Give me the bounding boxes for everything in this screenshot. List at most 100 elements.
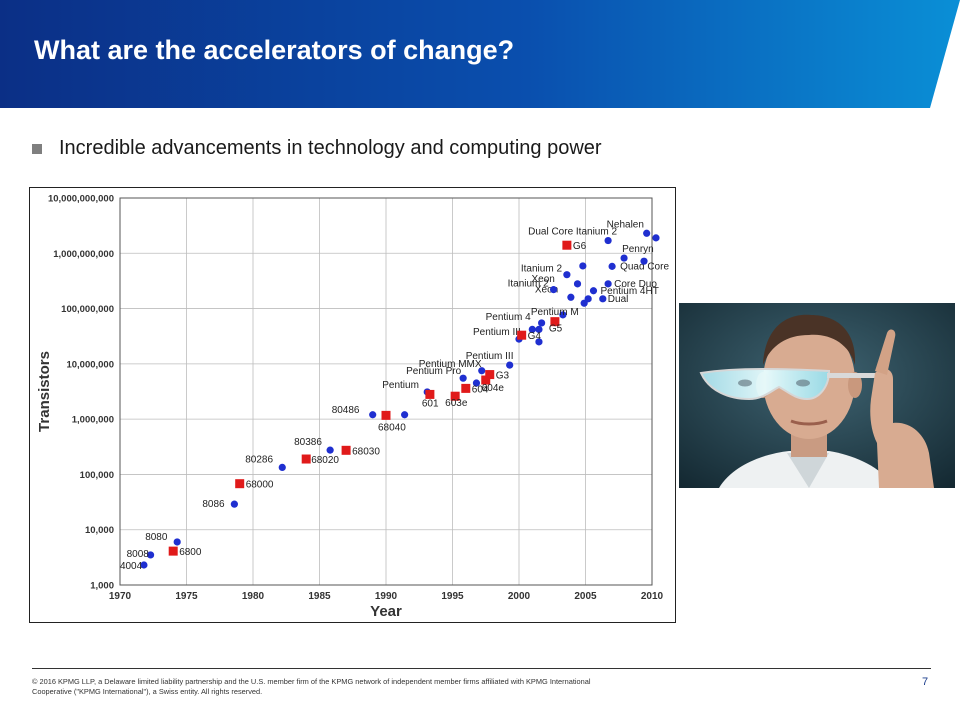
data-label: 68030: [352, 446, 380, 457]
data-point-circle: [459, 374, 467, 382]
data-label: G5: [549, 324, 563, 335]
x-tick-label: 1995: [441, 591, 464, 602]
page-number: 7: [922, 676, 929, 688]
data-label: 603e: [445, 398, 468, 409]
copyright-notice: © 2016 KPMG LLP, a Delaware limited liab…: [32, 677, 591, 696]
data-point-circle: [559, 311, 567, 319]
data-label: 80486: [332, 405, 360, 416]
data-label: Nehalen: [607, 219, 644, 230]
data-point-circle: [549, 286, 558, 294]
data-label: Xeon: [532, 274, 555, 285]
data-label: Pentium Pro: [406, 366, 461, 377]
y-tick-label: 1,000: [90, 581, 114, 592]
data-point-circle: [608, 262, 616, 270]
data-point-circle: [604, 280, 612, 288]
data-point-square: [425, 389, 435, 399]
data-label: Pentium 4: [486, 312, 531, 323]
data-label: Itanium 2: [508, 279, 550, 290]
data-point-circle: [326, 446, 334, 454]
data-point-square: [235, 479, 245, 489]
data-point-circle: [563, 271, 571, 279]
data-label: G6: [573, 241, 587, 252]
data-label: 604e: [482, 383, 505, 394]
slide-title: What are the accelerators of change?: [34, 35, 515, 65]
data-point-square: [485, 370, 495, 380]
plot-area-border: [119, 197, 653, 586]
y-tick-label: 1,000,000: [72, 415, 114, 426]
bullet-item: Incredible advancements in technology an…: [32, 137, 602, 160]
data-point-circle: [173, 538, 181, 546]
data-label: Pentium 4HT: [600, 286, 658, 297]
data-point-circle: [369, 411, 377, 419]
x-tick-label: 1975: [175, 591, 198, 602]
data-point-square: [301, 454, 311, 464]
data-point-circle: [589, 287, 598, 295]
y-tick-label: 1,000,000,000: [53, 249, 114, 260]
data-label: Itanium 2: [521, 264, 563, 275]
data-point-circle: [478, 367, 486, 375]
data-point-circle: [401, 411, 409, 419]
data-label: G3: [496, 371, 510, 382]
data-label: 601: [422, 398, 439, 409]
data-label: 68040: [378, 422, 406, 433]
data-label: 8086: [202, 499, 225, 510]
photo-illustration: [679, 303, 955, 488]
data-point-square: [517, 330, 527, 340]
header-banner: What are the accelerators of change?: [0, 0, 960, 108]
data-point-square: [481, 375, 491, 385]
footer-divider: [32, 668, 931, 669]
data-point-circle: [535, 325, 543, 334]
x-axis-label: Year: [370, 603, 402, 620]
data-point-circle: [584, 295, 592, 303]
data-point-circle: [573, 280, 582, 288]
data-point-circle: [146, 551, 155, 559]
data-label: Dual: [608, 294, 629, 305]
data-point-circle: [538, 319, 546, 327]
header-background: [0, 0, 960, 108]
x-tick-label: 2010: [641, 591, 664, 602]
x-tick-label: 2000: [508, 591, 531, 602]
data-label: Dual Core Itanium 2: [528, 227, 617, 238]
data-label: Pentium: [382, 380, 419, 391]
data-point-circle: [579, 262, 587, 270]
data-point-circle: [640, 257, 648, 265]
x-tick-label: 1990: [375, 591, 398, 602]
data-point-circle: [643, 229, 651, 237]
data-label: Pentium III: [473, 327, 521, 338]
data-label: Core Duo: [614, 279, 657, 290]
data-label: Penryn: [622, 244, 654, 255]
data-point-circle: [140, 561, 148, 569]
data-label: 80286: [245, 454, 273, 465]
data-point-circle: [472, 379, 481, 387]
data-label: Pentium M: [531, 307, 579, 318]
data-label: 8008: [127, 549, 150, 560]
data-point-square: [168, 546, 178, 556]
y-tick-label: 10,000,000: [66, 359, 114, 370]
chart-canvas: 1,000 10,000 100,000 1,000,000 10,000,000 100…: [36, 194, 669, 621]
data-point-circle: [604, 236, 612, 245]
data-label: Pentium III: [466, 351, 514, 362]
x-tick-label: 1980: [242, 591, 265, 602]
y-tick-label: 10,000: [85, 525, 114, 536]
data-label: 4004: [120, 561, 143, 572]
data-point-circle: [230, 500, 238, 508]
data-label: Quad Core: [620, 261, 669, 272]
data-label: 68000: [246, 480, 274, 491]
y-axis-label: Transistors: [36, 351, 53, 432]
x-tick-label: 1970: [109, 591, 132, 602]
data-point-circle: [652, 234, 660, 242]
data-point-square: [341, 445, 351, 455]
data-point-circle: [620, 254, 628, 262]
transistor-count-chart: 1,000 10,000 100,000 1,000,000 10,000,000 100…: [29, 187, 676, 623]
data-point-square: [550, 317, 560, 327]
x-tick-label: 1985: [308, 591, 331, 602]
data-label: Pentium MMX: [419, 359, 482, 370]
data-point-circle: [567, 293, 575, 301]
data-label: 604: [472, 384, 489, 395]
man-wearing-smart-glasses-photo: [679, 303, 955, 488]
data-point-circle: [278, 463, 286, 472]
x-tick-label: 2005: [574, 591, 597, 602]
data-point-square: [381, 410, 391, 420]
data-point-square: [562, 240, 572, 250]
data-point-square: [450, 391, 460, 401]
